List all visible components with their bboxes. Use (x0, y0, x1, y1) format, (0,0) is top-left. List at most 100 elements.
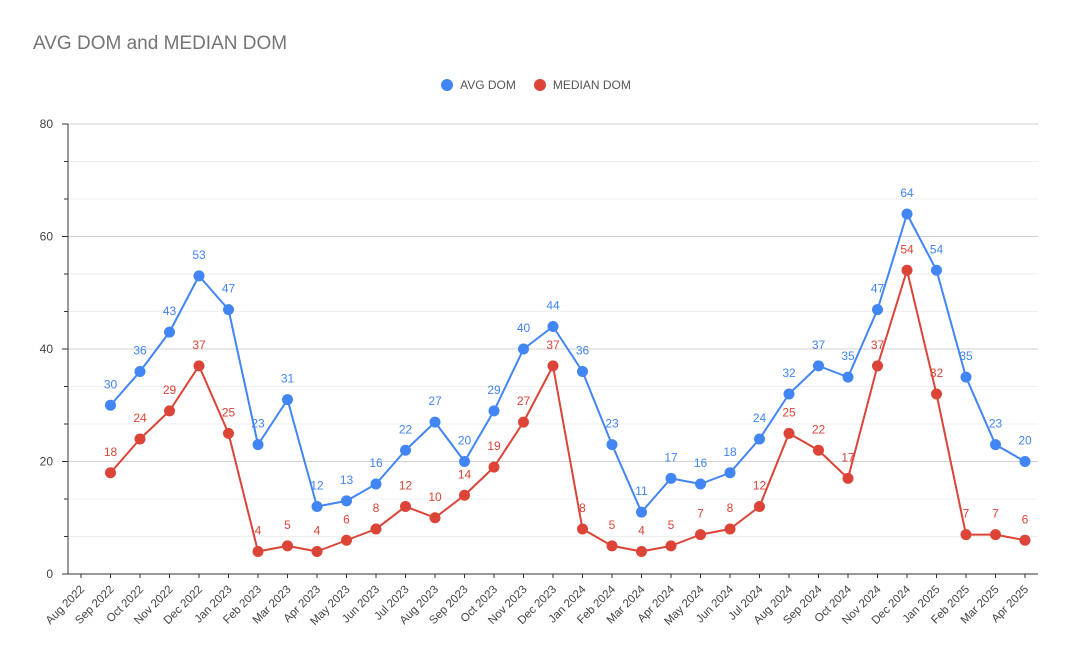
data-point (577, 523, 588, 535)
data-point (282, 540, 293, 552)
data-label: 12 (310, 479, 324, 493)
data-point (193, 270, 205, 282)
data-point (164, 405, 175, 417)
data-point (134, 433, 146, 445)
data-label: 6 (1022, 512, 1029, 526)
data-point (547, 321, 559, 332)
data-point (105, 399, 116, 411)
data-label: 8 (579, 501, 586, 515)
data-label: 20 (458, 434, 472, 448)
data-point (783, 427, 795, 439)
data-point (459, 456, 470, 467)
data-label: 32 (782, 366, 796, 380)
data-point (370, 478, 382, 490)
data-point (665, 540, 677, 552)
legend-label-avg-dom: AVG DOM (460, 78, 516, 92)
data-label: 36 (133, 344, 147, 358)
data-point (429, 416, 441, 428)
data-label: 44 (546, 299, 560, 313)
data-label: 64 (900, 186, 914, 200)
data-point (665, 472, 677, 484)
data-label: 4 (314, 524, 321, 538)
data-label: 53 (192, 248, 206, 262)
data-point (606, 540, 618, 552)
data-point (636, 506, 647, 518)
data-label: 5 (284, 518, 291, 532)
data-label: 4 (638, 524, 645, 538)
data-label: 23 (989, 417, 1003, 431)
data-point (459, 489, 470, 501)
data-point (872, 304, 883, 316)
data-point (577, 366, 588, 377)
data-label: 5 (609, 518, 616, 532)
data-label: 4 (255, 524, 262, 538)
data-label: 35 (841, 349, 855, 363)
data-point (695, 478, 706, 490)
data-label: 20 (1018, 434, 1032, 448)
data-label: 10 (428, 490, 442, 504)
data-label: 22 (812, 422, 826, 436)
data-point (518, 343, 529, 355)
data-label: 6 (343, 512, 350, 526)
data-point (341, 534, 352, 546)
data-point (636, 546, 647, 557)
legend-item-avg-dom[interactable]: AVG DOM (441, 78, 516, 92)
data-label: 24 (753, 411, 767, 425)
data-point (813, 360, 824, 372)
data-point (990, 439, 1001, 451)
data-label: 47 (222, 282, 236, 296)
data-point (400, 501, 411, 512)
data-label: 25 (782, 405, 796, 419)
data-label: 5 (668, 518, 675, 532)
data-point (518, 416, 529, 428)
data-label: 37 (546, 338, 560, 352)
y-tick-label: 80 (40, 117, 54, 131)
data-point (223, 304, 234, 316)
data-label: 30 (104, 377, 118, 391)
data-point (901, 264, 913, 276)
legend-item-median-dom[interactable]: MEDIAN DOM (533, 78, 631, 92)
data-label: 12 (753, 479, 767, 493)
data-label: 17 (841, 450, 855, 464)
data-point (990, 529, 1001, 541)
data-label: 11 (635, 484, 648, 498)
data-point (134, 366, 146, 377)
data-label: 23 (605, 417, 619, 431)
data-point (488, 461, 500, 473)
y-tick-label: 20 (40, 455, 54, 469)
data-point (960, 371, 972, 383)
data-label: 29 (487, 383, 501, 397)
data-point (252, 546, 264, 557)
data-point (164, 326, 175, 338)
data-point (105, 467, 116, 479)
data-label: 8 (373, 501, 380, 515)
data-point (282, 394, 293, 406)
data-point (842, 472, 854, 484)
data-label: 24 (133, 411, 147, 425)
data-label: 23 (251, 417, 265, 431)
data-point (547, 360, 559, 372)
series-line (109, 213, 1026, 514)
data-label: 40 (517, 321, 531, 335)
y-tick-label: 0 (46, 567, 53, 581)
data-point (606, 439, 618, 451)
data-label: 7 (992, 507, 999, 521)
data-label: 37 (192, 338, 206, 352)
data-label: 36 (576, 344, 590, 358)
legend: AVG DOM MEDIAN DOM (0, 78, 1072, 92)
data-point (311, 546, 323, 557)
data-label: 54 (900, 242, 914, 256)
data-label: 18 (723, 445, 737, 459)
data-label: 29 (163, 383, 177, 397)
data-label: 7 (963, 507, 970, 521)
data-label: 35 (959, 349, 973, 363)
data-label: 37 (812, 338, 826, 352)
data-point (193, 360, 205, 372)
y-tick-label: 40 (40, 342, 54, 356)
data-point (1019, 456, 1031, 467)
data-point (311, 501, 323, 512)
data-label: 8 (727, 501, 734, 515)
data-point (724, 523, 736, 535)
data-point (931, 264, 942, 276)
data-point (960, 529, 972, 541)
